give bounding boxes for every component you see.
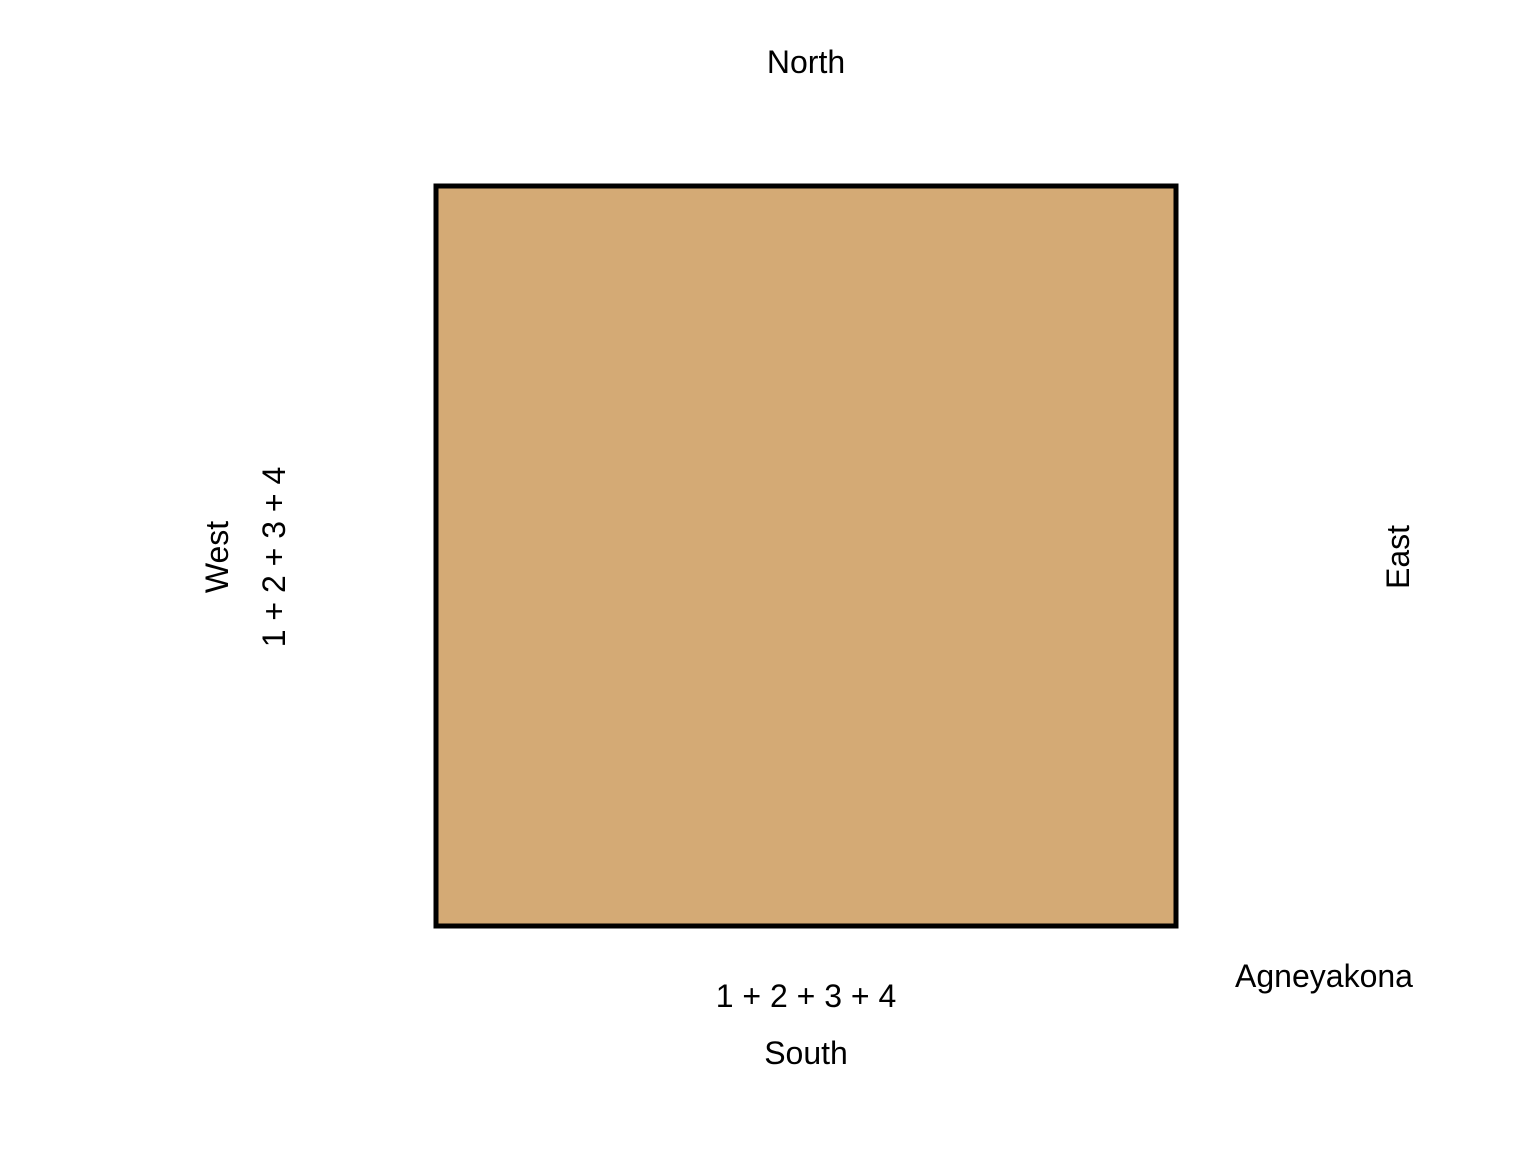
west-side-label: 1 + 2 + 3 + 4 xyxy=(256,467,292,648)
west-label: West xyxy=(199,521,235,593)
east-label: East xyxy=(1380,525,1416,589)
plot-square xyxy=(433,183,1179,929)
north-label: North xyxy=(767,44,845,80)
south-label: South xyxy=(764,1035,848,1071)
south-side-label: 1 + 2 + 3 + 4 xyxy=(716,978,897,1014)
agneyakona-label: Agneyakona xyxy=(1235,958,1413,994)
